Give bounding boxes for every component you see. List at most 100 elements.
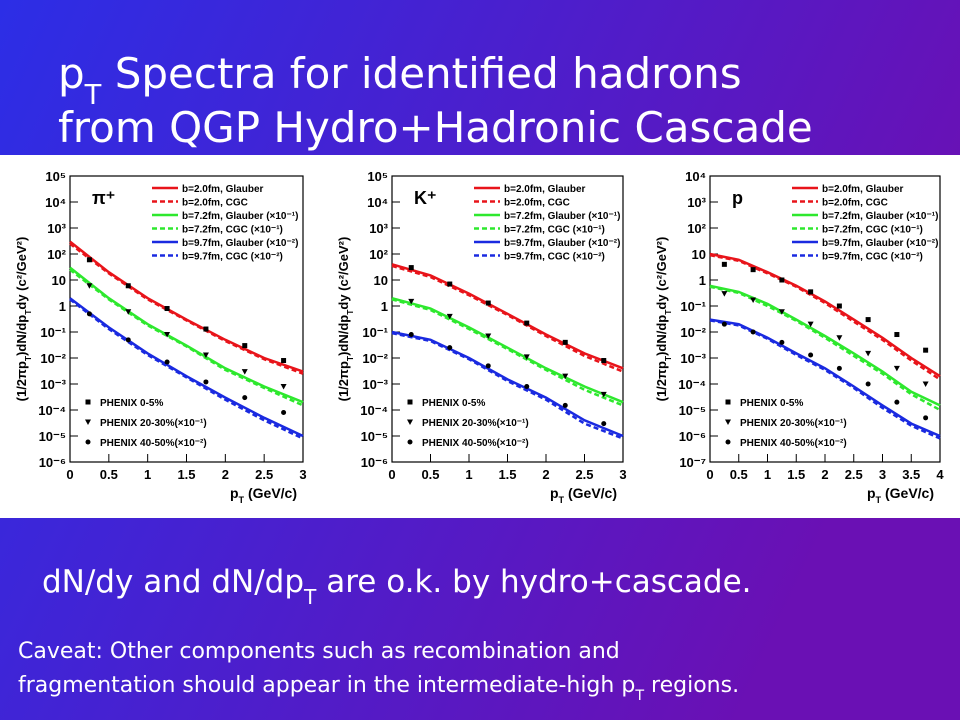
y-tick-label: 10⁻³ xyxy=(680,351,706,366)
data-point xyxy=(447,345,453,351)
particle-label: π⁺ xyxy=(92,188,115,208)
data-point xyxy=(164,306,170,312)
data-point xyxy=(86,311,92,317)
data-point xyxy=(562,339,568,345)
plot-frame xyxy=(709,175,941,463)
data-point xyxy=(281,410,287,416)
legend-label: b=7.2fm, CGC (×10⁻¹) xyxy=(182,225,283,236)
text-part: p xyxy=(867,485,876,501)
legend-label: PHENIX 0-5% xyxy=(100,398,163,409)
data-point xyxy=(485,363,491,369)
data-point xyxy=(600,391,607,398)
data-point xyxy=(562,402,568,408)
model-curve xyxy=(709,319,941,440)
y-tick-label: 10⁻⁶ xyxy=(679,429,706,444)
x-tick-label: 4 xyxy=(936,467,944,482)
model-curve xyxy=(391,330,624,438)
data-point xyxy=(125,337,131,343)
subscript: T xyxy=(23,309,33,315)
legend-label: b=7.2fm, Glauber (×10⁻¹) xyxy=(504,211,620,222)
caveat-line: fragmentation should appear in the inter… xyxy=(18,673,739,704)
text-part: p xyxy=(550,485,559,501)
data-point xyxy=(893,365,900,372)
model-curve xyxy=(709,318,941,438)
legend-label: PHENIX 40-50%(×10⁻²) xyxy=(100,438,207,449)
text-part: from QGP Hydro+Hadronic Cascade xyxy=(58,103,813,152)
y-tick-label: 10⁻⁷ xyxy=(679,455,706,470)
data-point xyxy=(408,332,414,338)
y-tick-label: 10⁻² xyxy=(362,351,388,366)
data-point xyxy=(836,303,842,309)
model-curve xyxy=(69,268,304,407)
x-tick-label: 3 xyxy=(879,467,886,482)
data-point xyxy=(408,298,415,305)
legend-label: b=2.0fm, Glauber xyxy=(822,184,904,195)
data-point xyxy=(750,297,757,304)
chart: 10⁴10³10²10110⁻¹10⁻²10⁻³10⁻⁴10⁻⁵10⁻⁶10⁻⁷… xyxy=(654,169,944,505)
y-tick-label: 1 xyxy=(381,299,388,314)
data-point xyxy=(865,350,872,357)
legend-marker xyxy=(85,399,91,405)
data-point xyxy=(280,384,287,390)
text-part: p xyxy=(58,49,85,98)
y-tick-label: 10² xyxy=(47,247,66,262)
particle-label: p xyxy=(732,188,743,208)
y-tick-label: 10⁻¹ xyxy=(680,299,706,314)
legend-label: b=9.7fm, Glauber (×10⁻²) xyxy=(182,238,298,249)
y-tick-label: 10⁵ xyxy=(367,169,388,184)
data-point xyxy=(485,333,492,340)
y-tick-label: 10⁻⁴ xyxy=(678,377,706,392)
x-tick-label: 1.5 xyxy=(177,467,195,482)
text-part: )dN/dp xyxy=(14,315,29,356)
legend-label: PHENIX 20-30%(×10⁻¹) xyxy=(422,418,529,429)
subscript: T xyxy=(303,585,317,609)
title-line: from QGP Hydro+Hadronic Cascade xyxy=(58,103,813,152)
data-point xyxy=(865,317,871,323)
data-point xyxy=(241,369,248,375)
data-point xyxy=(203,326,209,332)
text-part: p xyxy=(230,485,239,501)
subscript: T xyxy=(663,355,673,361)
x-tick-label: 2 xyxy=(821,467,828,482)
data-point xyxy=(721,291,728,297)
data-point xyxy=(779,339,785,345)
data-point xyxy=(779,277,785,283)
y-tick-label: 10⁻² xyxy=(680,325,706,340)
text-part: (1/2πp xyxy=(336,361,351,401)
x-tick-label: 1 xyxy=(465,467,472,482)
data-point xyxy=(836,365,842,371)
model-curve xyxy=(69,242,304,375)
x-tick-label: 2 xyxy=(222,467,229,482)
x-tick-label: 0 xyxy=(388,467,395,482)
data-point xyxy=(562,373,569,380)
legend-label: b=7.2fm, CGC (×10⁻¹) xyxy=(822,225,923,236)
subscript: T xyxy=(876,495,882,505)
y-tick-label: 10³ xyxy=(369,221,388,236)
figure-panel xyxy=(0,155,960,518)
y-tick-label: 10⁵ xyxy=(45,169,66,184)
y-tick-label: 10⁻⁴ xyxy=(38,403,66,418)
data-point xyxy=(750,329,756,335)
text-part: (GeV/c) xyxy=(244,485,297,501)
y-tick-label: 1 xyxy=(699,273,706,288)
legend-label: b=9.7fm, CGC (×10⁻²) xyxy=(182,252,283,263)
data-point xyxy=(750,267,756,273)
x-tick-label: 0.5 xyxy=(100,467,118,482)
legend-label: PHENIX 40-50%(×10⁻²) xyxy=(740,438,847,449)
data-point xyxy=(894,332,900,338)
particle-label: K⁺ xyxy=(414,188,437,208)
subscript: T xyxy=(559,495,565,505)
x-tick-label: 0 xyxy=(66,467,73,482)
plot-frame xyxy=(391,175,624,463)
x-tick-label: 0.5 xyxy=(730,467,748,482)
x-tick-label: 3.5 xyxy=(902,467,920,482)
legend-label: PHENIX 0-5% xyxy=(740,398,803,409)
x-tick-label: 2.5 xyxy=(255,467,273,482)
x-tick-label: 2 xyxy=(542,467,549,482)
data-point xyxy=(807,321,814,328)
data-point xyxy=(923,415,929,421)
legend-label: PHENIX 20-30%(×10⁻¹) xyxy=(100,418,207,429)
legend-marker xyxy=(725,419,731,425)
caveat-line: Caveat: Other components such as recombi… xyxy=(18,639,620,664)
figures: 10⁵10⁴10³10²10110⁻¹10⁻²10⁻³10⁻⁴10⁻⁵10⁻⁶0… xyxy=(14,169,944,505)
